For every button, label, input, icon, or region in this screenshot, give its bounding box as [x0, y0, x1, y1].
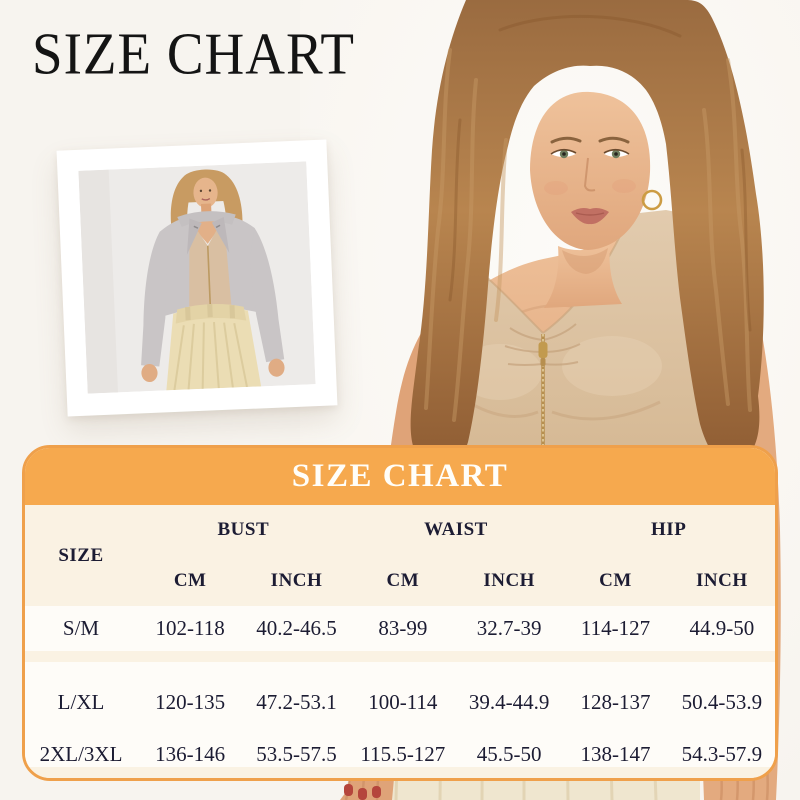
hip-inch: 50.4-53.9 — [681, 689, 763, 714]
bust-cm: 102-118 — [155, 616, 225, 640]
hip-cm: 128-137 — [580, 689, 651, 714]
table-row: S/M 102-118 40.2-46.5 83-99 32.7-39 114-… — [25, 606, 775, 651]
size-value: L/XL — [57, 689, 105, 714]
size-value: S/M — [62, 616, 100, 640]
column-header-size: SIZE — [58, 544, 104, 566]
hip-inch: 54.3-57.9 — [681, 742, 763, 766]
waist-cm: 83-99 — [378, 616, 428, 640]
hip-inch: 44.9-50 — [689, 616, 755, 640]
column-header-bust-cm: CM — [173, 569, 207, 591]
inset-photo-frame — [56, 139, 338, 417]
column-header-hip-inch: INCH — [696, 569, 748, 591]
bust-cm: 136-146 — [155, 742, 226, 766]
waist-inch: 32.7-39 — [476, 616, 542, 640]
hip-cm: 138-147 — [580, 742, 651, 766]
column-group-waist: WAIST — [424, 519, 488, 541]
bust-inch: 47.2-53.1 — [256, 689, 337, 714]
bust-cm: 120-135 — [155, 689, 226, 714]
table-header-row: SIZE BUST WAIST HIP CM INCH CM INCH CM I… — [25, 505, 775, 606]
waist-cm: 115.5-127 — [360, 742, 446, 766]
hip-cm: 114-127 — [580, 616, 651, 640]
bust-inch: 53.5-57.5 — [256, 742, 337, 766]
column-header-bust-inch: INCH — [270, 569, 323, 591]
waist-inch: 39.4-44.9 — [468, 689, 550, 714]
column-group-hip: HIP — [651, 519, 687, 541]
column-header-hip-cm: CM — [599, 569, 632, 591]
column-header-waist-inch: INCH — [483, 569, 535, 591]
table-row: 2XL/3XL 136-146 53.5-57.5 115.5-127 45.5… — [25, 742, 775, 767]
size-chart-table: SIZE BUST WAIST HIP CM INCH CM INCH CM I… — [25, 505, 775, 778]
earring — [641, 189, 663, 211]
bust-inch: 40.2-46.5 — [256, 616, 337, 640]
size-chart-title: SIZE CHART — [291, 458, 509, 494]
size-chart-header: SIZE CHART — [25, 448, 775, 505]
waist-inch: 45.5-50 — [476, 742, 542, 766]
page-title: SIZE CHART — [32, 20, 355, 87]
waist-cm: 100-114 — [368, 689, 438, 714]
table-row: L/XL 120-135 47.2-53.1 100-114 39.4-44.9… — [25, 662, 775, 742]
column-header-waist-cm: CM — [386, 569, 420, 591]
inset-photo — [78, 161, 316, 394]
size-value: 2XL/3XL — [39, 742, 123, 766]
column-group-bust: BUST — [217, 519, 270, 541]
size-chart-panel: SIZE CHART SIZE BUST WAIST HIP CM INCH C… — [22, 445, 778, 781]
